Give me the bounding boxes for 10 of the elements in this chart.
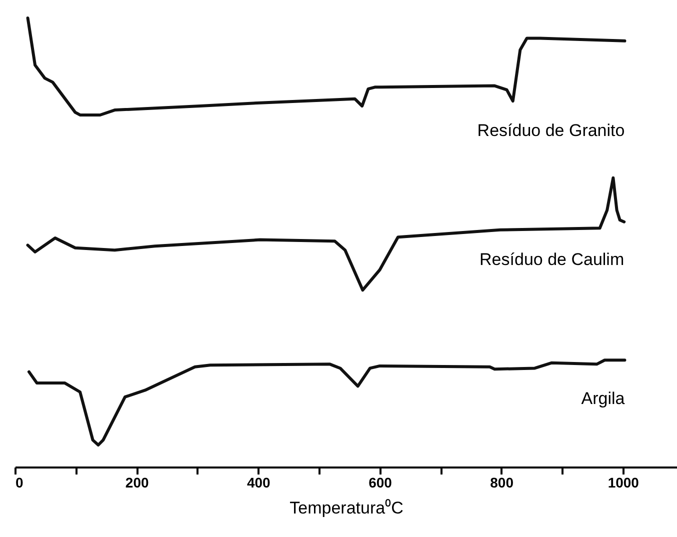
x-tick-label: 1000: [608, 474, 640, 490]
series-label: Resíduo de Caulim: [480, 250, 624, 269]
x-tick-label: 600: [368, 474, 392, 490]
x-tick-label: 400: [246, 474, 271, 490]
text: Resíduo de Granito: [477, 121, 625, 140]
x-tick-label: 200: [125, 474, 149, 490]
x-tick-label: 0: [16, 474, 24, 490]
x-axis-title: Temperatura⁰C: [290, 498, 404, 518]
x-tick-label: 800: [490, 474, 514, 490]
series-label: Argila: [581, 389, 626, 408]
